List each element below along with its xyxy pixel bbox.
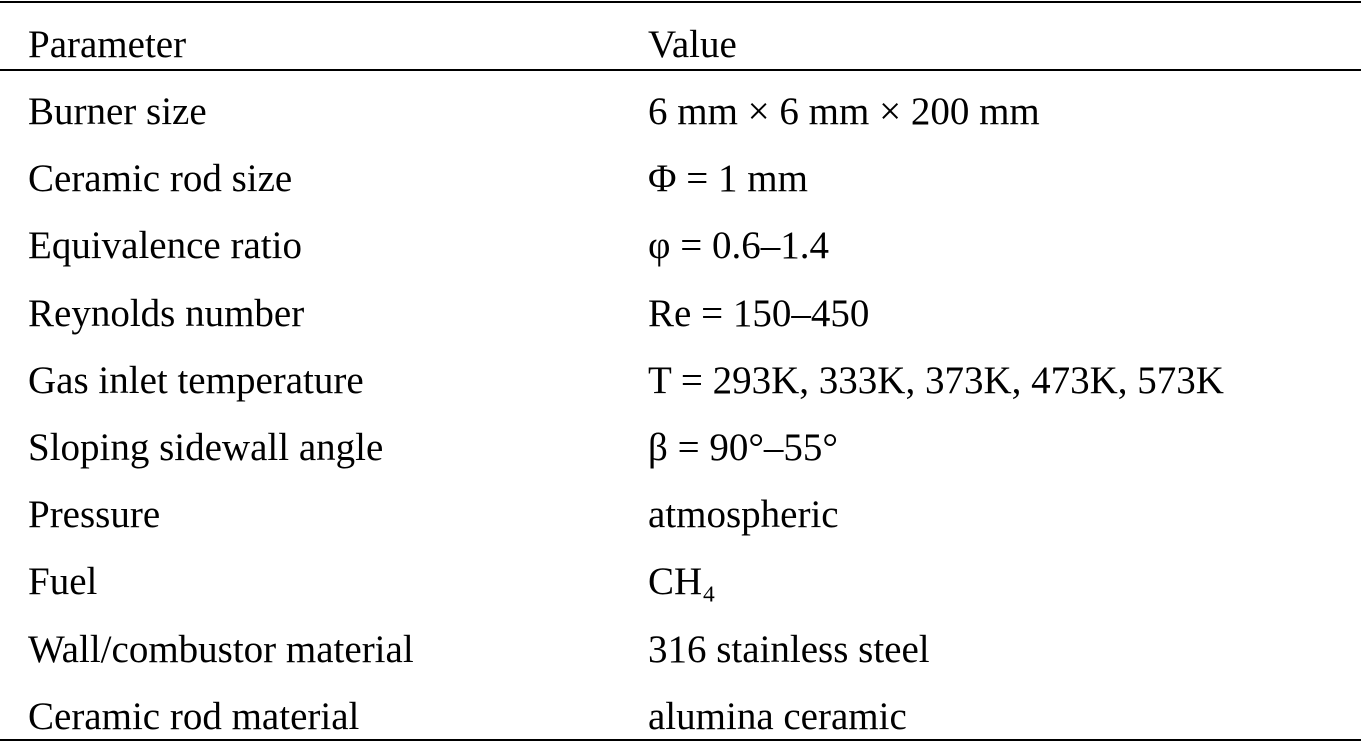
parameter-cell: Burner size — [28, 90, 207, 133]
value-cell: 6 mm × 6 mm × 200 mm — [648, 90, 1040, 133]
value-cell: atmospheric — [648, 493, 839, 537]
parameter-cell: Reynolds number — [28, 291, 305, 335]
parameter-cell: Sloping sidewall angle — [28, 426, 384, 469]
value-cell: β = 90°–55° — [648, 426, 839, 469]
parameter-cell: Gas inlet temperature — [28, 358, 364, 402]
parameter-cell: Ceramic rod size — [28, 157, 293, 201]
parameter-cell: Equivalence ratio — [28, 224, 302, 268]
parameter-cell: Wall/combustor material — [28, 627, 414, 671]
header-rule — [0, 69, 1361, 71]
value-cell: Φ = 1 mm — [648, 157, 808, 201]
parameter-cell: Ceramic rod material — [28, 694, 360, 738]
value-cell: Re = 150–450 — [648, 291, 870, 335]
value-cell: alumina ceramic — [648, 694, 907, 738]
header-cell: Parameter — [28, 23, 187, 66]
value-cell: φ = 0.6–1.4 — [648, 224, 830, 268]
top-rule — [0, 1, 1361, 3]
value-cell: T = 293K, 333K, 373K, 473K, 573K — [648, 358, 1224, 402]
parameter-cell: Fuel — [28, 560, 98, 604]
value-cell: 316 stainless steel — [648, 627, 930, 671]
header-cell: Value — [648, 23, 737, 66]
parameter-cell: Pressure — [28, 493, 161, 537]
value-cell: CH₄ — [648, 560, 716, 604]
bottom-rule — [0, 739, 1361, 741]
